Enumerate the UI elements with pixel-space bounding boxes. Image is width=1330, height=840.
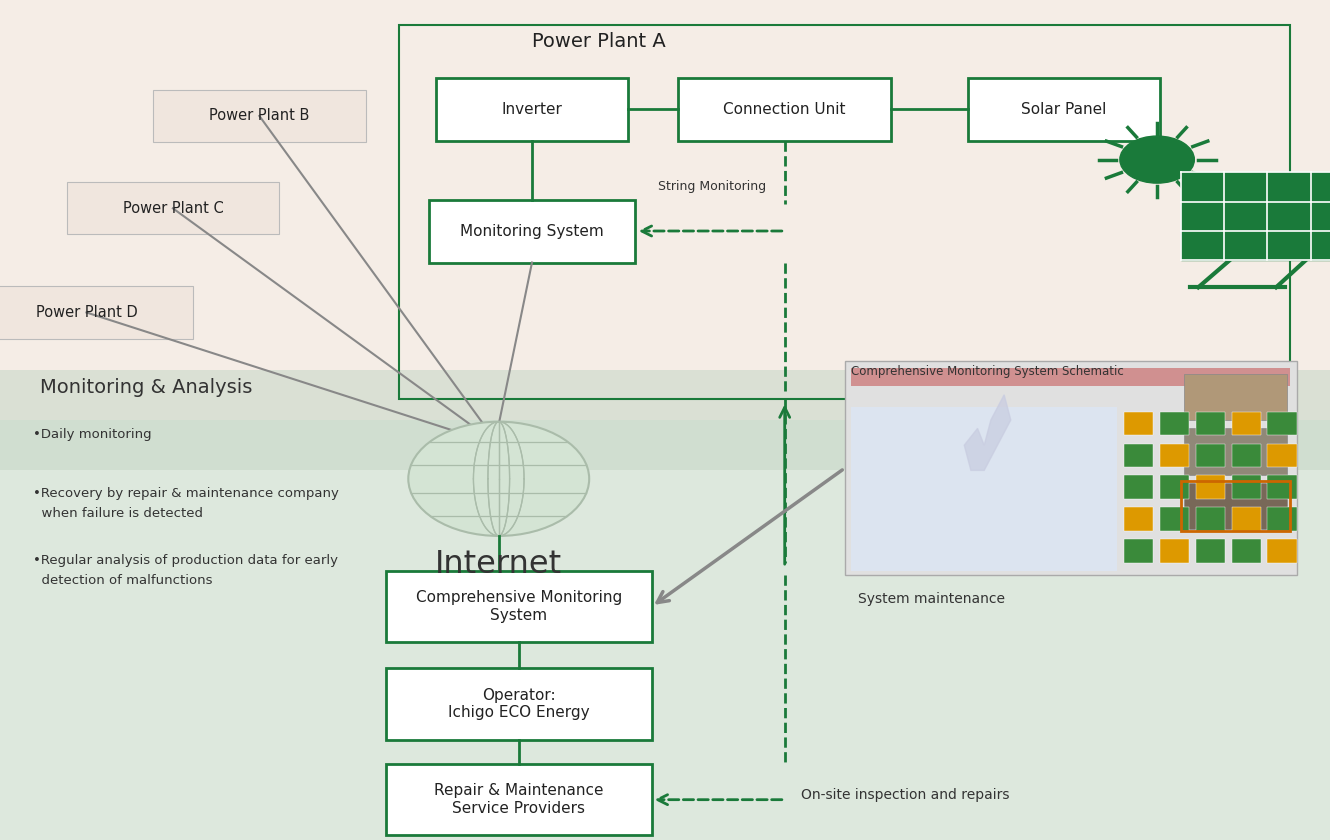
FancyBboxPatch shape (153, 90, 366, 142)
Polygon shape (964, 395, 1011, 470)
FancyBboxPatch shape (0, 286, 193, 339)
FancyBboxPatch shape (1124, 507, 1153, 531)
Text: Connection Unit: Connection Unit (724, 102, 846, 117)
FancyBboxPatch shape (1232, 507, 1261, 531)
FancyBboxPatch shape (386, 571, 652, 642)
FancyBboxPatch shape (1184, 374, 1287, 420)
Text: Power Plant A: Power Plant A (532, 32, 666, 51)
FancyBboxPatch shape (1184, 428, 1287, 475)
FancyBboxPatch shape (386, 764, 652, 835)
FancyBboxPatch shape (1160, 412, 1189, 435)
Text: •Daily monitoring: •Daily monitoring (33, 428, 152, 441)
FancyBboxPatch shape (1196, 444, 1225, 467)
FancyBboxPatch shape (1267, 412, 1297, 435)
FancyBboxPatch shape (0, 0, 1330, 420)
FancyBboxPatch shape (1124, 412, 1153, 435)
FancyBboxPatch shape (1232, 444, 1261, 467)
FancyBboxPatch shape (1184, 483, 1287, 529)
FancyBboxPatch shape (845, 361, 1297, 575)
Text: Monitoring & Analysis: Monitoring & Analysis (40, 378, 253, 397)
FancyBboxPatch shape (1232, 475, 1261, 499)
Text: System maintenance: System maintenance (858, 592, 1005, 606)
FancyBboxPatch shape (1160, 444, 1189, 467)
FancyBboxPatch shape (1196, 475, 1225, 499)
FancyBboxPatch shape (0, 420, 1330, 840)
Text: •Recovery by repair & maintenance company
  when failure is detected: •Recovery by repair & maintenance compan… (33, 487, 339, 520)
FancyBboxPatch shape (386, 669, 652, 740)
FancyBboxPatch shape (1232, 412, 1261, 435)
FancyBboxPatch shape (1267, 475, 1297, 499)
FancyBboxPatch shape (678, 78, 891, 140)
Text: Monitoring System: Monitoring System (460, 223, 604, 239)
Text: Inverter: Inverter (501, 102, 563, 117)
FancyBboxPatch shape (1196, 507, 1225, 531)
FancyBboxPatch shape (1267, 507, 1297, 531)
FancyBboxPatch shape (1196, 539, 1225, 563)
Text: Power Plant C: Power Plant C (122, 201, 223, 216)
Text: Operator:
Ichigo ECO Energy: Operator: Ichigo ECO Energy (448, 688, 589, 720)
FancyBboxPatch shape (428, 200, 636, 263)
FancyBboxPatch shape (1232, 539, 1261, 563)
FancyBboxPatch shape (66, 182, 279, 234)
FancyBboxPatch shape (1267, 444, 1297, 467)
FancyBboxPatch shape (1160, 475, 1189, 499)
Text: •Regular analysis of production data for early
  detection of malfunctions: •Regular analysis of production data for… (33, 554, 338, 587)
FancyBboxPatch shape (968, 78, 1161, 140)
Text: Comprehensive Monitoring System Schematic: Comprehensive Monitoring System Schemati… (851, 365, 1124, 378)
Text: Internet: Internet (435, 549, 563, 580)
Text: Repair & Maintenance
Service Providers: Repair & Maintenance Service Providers (434, 784, 604, 816)
FancyBboxPatch shape (1196, 412, 1225, 435)
FancyBboxPatch shape (851, 407, 1117, 571)
Text: On-site inspection and repairs: On-site inspection and repairs (801, 789, 1009, 802)
FancyBboxPatch shape (1160, 507, 1189, 531)
Text: Power Plant D: Power Plant D (36, 305, 137, 320)
FancyBboxPatch shape (1124, 444, 1153, 467)
Circle shape (408, 422, 589, 536)
FancyBboxPatch shape (1181, 172, 1330, 260)
FancyBboxPatch shape (1124, 475, 1153, 499)
Text: String Monitoring: String Monitoring (658, 181, 766, 193)
FancyBboxPatch shape (0, 370, 1330, 470)
FancyBboxPatch shape (1160, 539, 1189, 563)
Text: Solar Panel: Solar Panel (1021, 102, 1107, 117)
FancyBboxPatch shape (851, 368, 1290, 386)
FancyBboxPatch shape (1124, 539, 1153, 563)
Text: Comprehensive Monitoring
System: Comprehensive Monitoring System (415, 591, 622, 622)
Text: Power Plant B: Power Plant B (209, 108, 310, 123)
FancyBboxPatch shape (436, 78, 629, 140)
Circle shape (1120, 136, 1194, 183)
FancyBboxPatch shape (1267, 539, 1297, 563)
